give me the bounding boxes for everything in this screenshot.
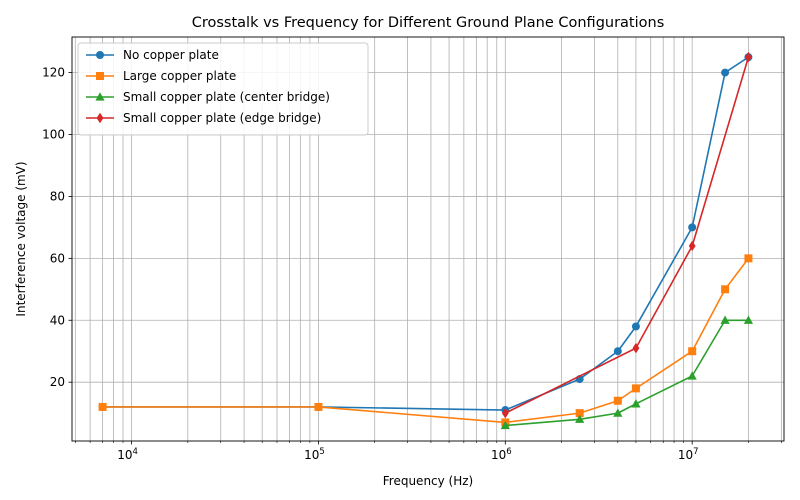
y-tick-label: 40: [50, 313, 65, 327]
data-point-marker: [721, 285, 730, 294]
legend-item: Small copper plate (edge bridge): [86, 111, 321, 125]
data-point-marker: [98, 402, 107, 411]
series-small-copper-plate-edge-bridge: [501, 51, 752, 419]
y-tick-label: 100: [42, 128, 65, 142]
plot-frame: [71, 36, 785, 442]
y-tick-label: 60: [50, 251, 65, 265]
x-tick-label: 107: [678, 447, 699, 462]
data-point-marker: [631, 322, 640, 331]
legend-item: Large copper plate: [86, 69, 236, 83]
data-point-marker: [632, 342, 640, 354]
x-tick-label: 104: [117, 447, 138, 462]
y-tick-label: 120: [42, 66, 65, 80]
data-point-marker: [613, 347, 622, 356]
series-small-copper-plate-center-bridge: [500, 315, 754, 430]
data-point-marker: [688, 240, 696, 252]
legend-swatch-marker: [96, 51, 104, 59]
legend-swatch-marker: [95, 92, 105, 101]
legend-label: Large copper plate: [123, 69, 236, 83]
data-point-marker: [743, 315, 754, 324]
data-point-marker: [745, 51, 752, 63]
data-point-marker: [575, 414, 585, 423]
data-point-marker: [688, 347, 697, 356]
x-tick-label: 106: [491, 447, 512, 462]
data-point-marker: [721, 68, 730, 77]
data-point-marker: [744, 254, 753, 263]
legend-item: Small copper plate (center bridge): [86, 90, 330, 104]
data-point-marker: [501, 407, 509, 419]
series-layer: [98, 51, 754, 430]
data-point-marker: [631, 399, 641, 408]
data-point-marker: [687, 371, 697, 380]
chart-title: Crosstalk vs Frequency for Different Gro…: [192, 15, 665, 31]
series-line: [504, 56, 750, 414]
data-point-marker: [500, 420, 510, 430]
legend-box: [77, 42, 369, 136]
data-point-marker: [631, 384, 640, 393]
legend-label: Small copper plate (center bridge): [123, 90, 330, 104]
y-tick-label: 80: [50, 189, 65, 203]
legend-swatch-marker: [96, 72, 104, 80]
data-point-marker: [613, 408, 623, 417]
data-point-marker: [314, 402, 323, 411]
y-tick-label: 20: [50, 375, 65, 389]
x-tick-label: 105: [304, 447, 325, 462]
data-point-marker: [575, 409, 584, 418]
data-point-marker: [613, 396, 622, 405]
y-axis-title: Interference voltage (mV): [14, 161, 28, 316]
data-point-marker: [688, 223, 697, 232]
x-axis-title: Frequency (Hz): [383, 474, 474, 488]
legend-label: No copper plate: [123, 48, 219, 62]
data-point-marker: [720, 315, 730, 324]
legend: No copper plate Large copper plate Small c…: [77, 42, 369, 136]
legend-item: No copper plate: [86, 48, 219, 62]
tick-layer: 104 105 106 107 20 40 60 80 100 120: [42, 66, 782, 462]
legend-swatch-marker: [96, 112, 104, 124]
legend-label: Small copper plate (edge bridge): [123, 111, 321, 125]
